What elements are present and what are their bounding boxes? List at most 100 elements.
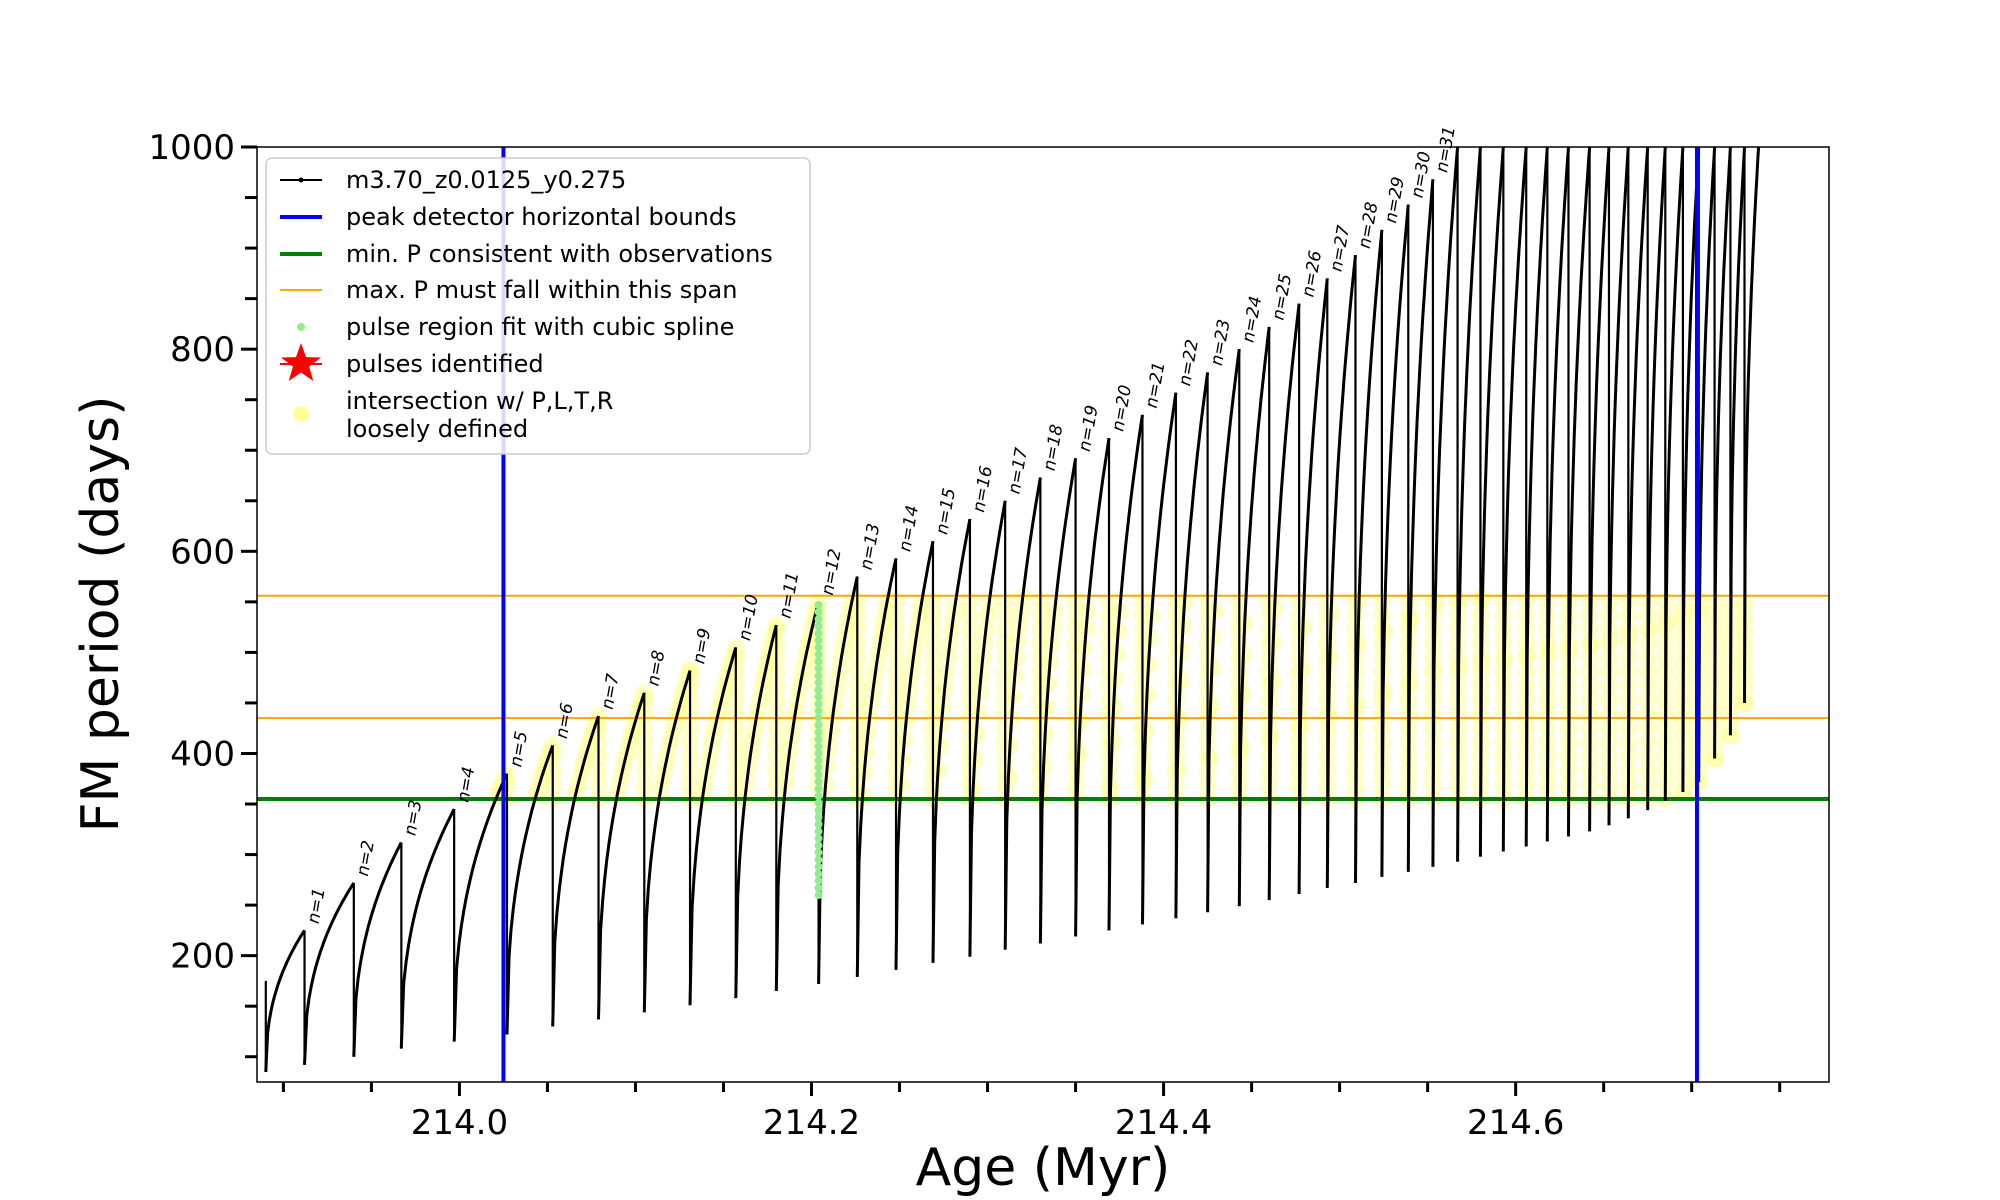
spline-dot [814, 728, 823, 737]
y-tick-label: 200 [170, 937, 235, 977]
spline-dot [814, 692, 823, 701]
spline-dot [814, 791, 823, 800]
recovery-curve [1141, 392, 1178, 925]
recovery-curve [452, 773, 509, 1042]
spline-dot [814, 664, 823, 673]
spline-dot [814, 784, 823, 793]
recovery-curve [855, 558, 898, 977]
spline-dot [814, 841, 823, 850]
legend-label: loosely defined [346, 415, 528, 443]
recovery-curve [894, 540, 935, 970]
star-icon [281, 343, 321, 381]
y-tick-label: 1000 [148, 128, 235, 168]
y-tick-label: 600 [170, 532, 235, 572]
spline-dot [814, 735, 823, 744]
spline-dot [814, 834, 823, 843]
spline-dot [814, 685, 823, 694]
spline-dot [814, 827, 823, 836]
x-axis-title: Age (Myr) [916, 1138, 1171, 1198]
spline-dot [814, 806, 823, 815]
plot-frame [256, 146, 1830, 1083]
spline-dot [814, 707, 823, 716]
recovery-curve [1354, 229, 1384, 883]
x-tick-label: 214.6 [1467, 1103, 1564, 1143]
spline-dot [814, 643, 823, 652]
y-tick-label: 800 [170, 330, 235, 370]
legend-label: peak detector horizontal bounds [346, 203, 737, 231]
legend-dot-icon [298, 177, 304, 183]
spline-dot [814, 777, 823, 786]
recovery-curve [1074, 437, 1111, 937]
recovery-curve [1713, 147, 1732, 759]
recovery-curve [1406, 179, 1435, 872]
recovery-curve [1646, 147, 1667, 811]
spline-dot [814, 742, 823, 751]
spline-dot [814, 883, 823, 892]
y-axis-title: FM period (days) [71, 396, 131, 833]
recovery-curve [1237, 326, 1271, 907]
legend-label: max. P must fall within this span [346, 276, 737, 304]
recovery-curve [1478, 147, 1505, 857]
legend-label: pulses identified [346, 350, 544, 378]
legend-box [265, 157, 811, 455]
legend-label: intersection w/ P,L,T,R [346, 387, 613, 415]
y-axis: 200 400 600 800 1000 [148, 128, 257, 1059]
spline-dot [814, 636, 823, 645]
recovery-curve [1697, 147, 1717, 782]
recovery-curve [1663, 147, 1685, 802]
recovery-curve [1297, 278, 1329, 895]
legend-dot-icon [297, 323, 305, 331]
recovery-curve [1626, 147, 1650, 819]
spline-dot [814, 629, 823, 638]
spline-dot [814, 848, 823, 857]
legend-label: min. P consistent with observations [346, 240, 773, 268]
spline-dot [814, 770, 823, 779]
recovery-curve [1325, 255, 1357, 888]
x-axis: 214.0 214.2 214.4 214.6 [281, 1082, 1782, 1143]
recovery-curve [1206, 348, 1241, 913]
spline-dot [814, 615, 823, 624]
recovery-curve [1431, 147, 1460, 867]
recovery-curve [1545, 147, 1570, 842]
recovery-curve [303, 882, 356, 1065]
recovery-curve [352, 841, 403, 1057]
recovery-curve [1267, 303, 1301, 901]
recovery-curve [1501, 147, 1528, 852]
recovery-curve [688, 646, 738, 1006]
x-tick-label: 214.0 [411, 1103, 508, 1143]
spline-dot [814, 650, 823, 659]
recovery-curve [1607, 147, 1630, 826]
recovery-curve [1524, 147, 1549, 847]
spline-dot [814, 820, 823, 829]
recovery-curve [734, 624, 778, 999]
spline-dot [814, 607, 823, 616]
recovery-curve [1588, 147, 1611, 832]
recovery-curve [1003, 477, 1042, 950]
spline-dot [814, 869, 823, 878]
spline-dot [814, 756, 823, 765]
recovery-curve [1038, 458, 1078, 944]
recovery-curve [774, 601, 821, 992]
spline-dot [814, 721, 823, 730]
spline-dot [814, 799, 823, 808]
recovery-curve [399, 808, 456, 1049]
legend-label: m3.70_z0.0125_y0.275 [346, 166, 626, 194]
recovery-curve [1456, 147, 1482, 862]
recovery-curve [1107, 414, 1144, 931]
spline-dot [814, 813, 823, 822]
recovery-curve [817, 576, 859, 985]
spline-dot [814, 600, 823, 609]
spline-dot [814, 671, 823, 680]
spline-dot [814, 891, 823, 899]
recovery-curve [1567, 147, 1592, 837]
recovery-curve [931, 518, 972, 963]
spline-dot [814, 657, 823, 666]
spline-dot [814, 749, 823, 758]
recovery-curve [642, 670, 692, 1013]
spline-dot [814, 855, 823, 864]
recovery-curve [551, 715, 600, 1027]
spline-dot [814, 862, 823, 871]
legend-dot-icon [293, 406, 309, 422]
